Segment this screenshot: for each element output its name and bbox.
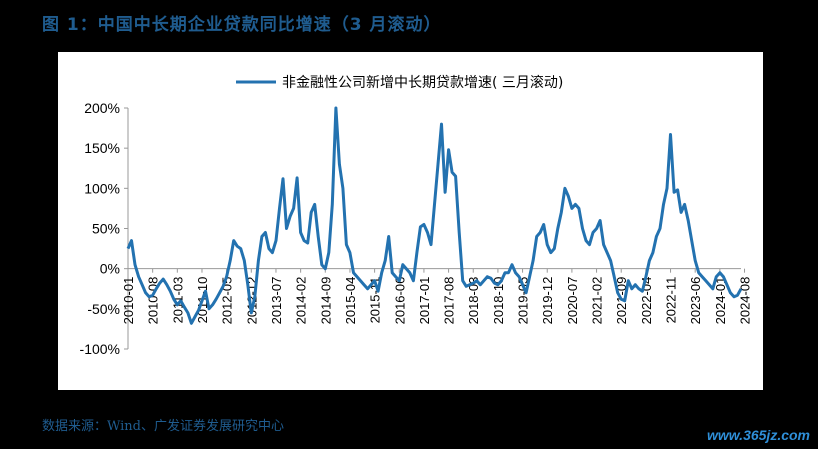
x-tick-label: 2017-08 [442,277,457,325]
x-tick-label: 2024-01 [713,277,728,325]
x-tick-label: 2021-02 [590,277,605,325]
y-tick-label: 50% [92,221,120,237]
x-tick-label: 2022-11 [664,277,679,324]
y-tick-label: -50% [87,301,120,317]
x-tick-label: 2024-08 [738,277,753,325]
x-tick-label: 2019-12 [540,277,555,325]
figure-title: 图 1：中国中长期企业贷款同比增速（3 月滚动） [42,15,442,35]
chart-panel: 200% 150% 100% 50% 0% -50% -100% 2010-01 2010-08… [58,52,763,390]
y-tick-label: 200% [84,100,120,116]
x-tick-label: 2011-03 [170,277,185,324]
legend-label: 非金融性公司新增中长期贷款增速( 三月滚动) [282,74,563,91]
x-tick-label: 2014-02 [294,277,309,325]
y-tick-label: 100% [84,180,120,196]
x-tick-label: 2018-10 [491,277,506,325]
series-line [126,106,743,325]
watermark: www.365jz.com [707,427,810,443]
x-tick-label: 2022-04 [639,277,654,325]
y-tick-label: 0% [100,261,120,277]
source-note: 数据来源：Wind、广发证券发展研究中心 [42,419,284,434]
x-tick-label: 2015-04 [343,277,358,325]
x-tick-label: 2018-03 [466,277,481,325]
x-tick-label: 2017-01 [417,277,432,325]
x-tick-label: 2020-07 [565,277,580,325]
x-tick-label: 2013-07 [269,277,284,325]
x-tick-label: 2010-01 [121,277,136,325]
x-tick-label: 2012-05 [220,277,235,325]
x-tick-label: 2023-06 [688,277,703,325]
y-tick-label: 150% [84,140,120,156]
y-tick-label: -100% [80,341,120,357]
x-tick-label: 2016-06 [392,277,407,325]
x-tick-label: 2014-09 [318,277,333,325]
line-chart: 200%150%100%50%0%-50%-100%2010-01 2010-08… [80,74,753,357]
